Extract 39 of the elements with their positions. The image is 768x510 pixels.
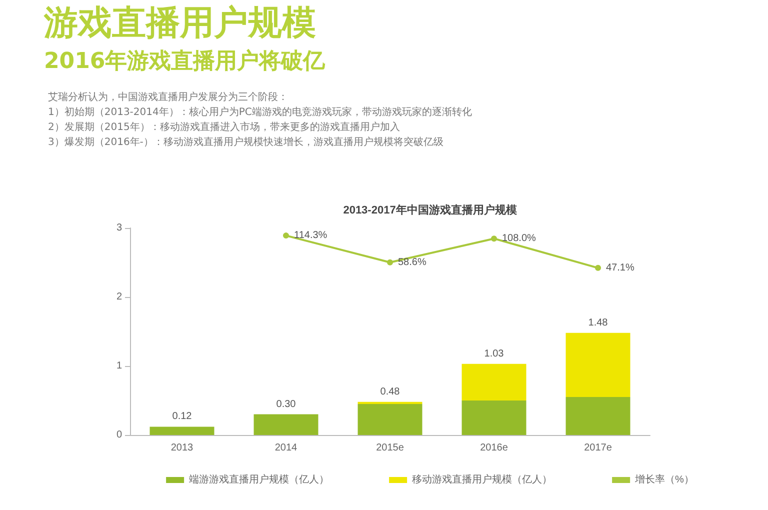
text: 2）发展期（2015年）：移动游戏直播进入市场，带来更多的游戏直播用户加入 [48, 120, 401, 135]
x-tick-label: 2017e [584, 442, 612, 454]
point [387, 259, 393, 266]
point [283, 232, 289, 239]
text: 1）初始期（2013-2014年）：核心用户为PC端游戏的电竞游戏玩家，带动游戏玩家的逐渐转化 [48, 106, 473, 120]
y-tick-label: 2 [116, 292, 122, 302]
total-label: 0.30 [276, 398, 296, 410]
bar [462, 364, 526, 400]
text: 3）爆发期（2016年-）：移动游戏直播用户规模快速增长，游戏直播用户规模将突破亿级 [48, 136, 444, 150]
y-tick-label: 0 [116, 430, 122, 440]
x-tick-label: 2016e [480, 442, 508, 454]
total-label: 0.48 [380, 386, 400, 398]
chart-subtitle: 2016年游戏直播用户将破亿 [44, 48, 326, 76]
chart-title: 游戏直播用户规模 [44, 2, 316, 45]
total-label: 1.03 [484, 348, 504, 360]
bar [358, 404, 422, 435]
total-label: 1.48 [588, 317, 608, 328]
point [491, 236, 497, 242]
y-tick-label: 3 [116, 222, 122, 234]
data-label: 114.3% [294, 230, 328, 242]
x-tick-label: 2015e [376, 442, 404, 454]
text: 2013-2017年中国游戏直播用户规模 [343, 204, 518, 216]
legend-label: 端游游戏直播用户规模（亿人） [189, 474, 330, 486]
bar [150, 426, 214, 435]
text: 艾瑞分析认为，中国游戏直播用户发展分为三个阶段： [48, 90, 289, 105]
bar [566, 332, 630, 398]
total-label: 0.12 [172, 411, 192, 422]
bar [254, 414, 318, 435]
data-label: 58.6% [398, 256, 426, 268]
legend-label: 移动游戏直播用户规模（亿人） [412, 474, 552, 486]
x-tick-label: 2013 [170, 442, 194, 454]
point [595, 264, 601, 271]
legend-label: 增长率（%） [634, 474, 694, 486]
x-tick-label: 2014 [274, 442, 298, 454]
data-label: 108.0% [502, 233, 536, 244]
data-label: 47.1% [606, 262, 634, 274]
bar [462, 400, 526, 435]
y-tick-label: 1 [116, 360, 122, 372]
bar [566, 397, 630, 435]
